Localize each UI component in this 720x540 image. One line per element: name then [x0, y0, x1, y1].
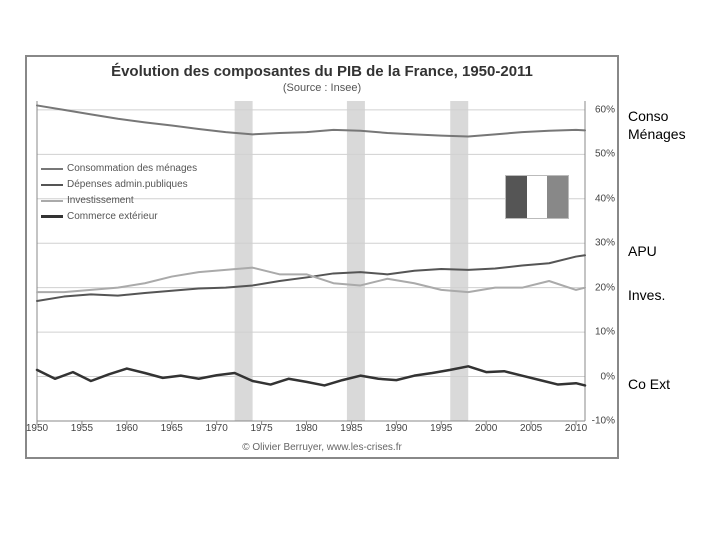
side-annotation: Conso: [628, 108, 668, 124]
legend-swatch: [41, 184, 63, 186]
y-tick-label: 50%: [595, 149, 615, 160]
legend-label: Dépenses admin.publiques: [67, 177, 188, 192]
legend: Consommation des ménagesDépenses admin.p…: [41, 161, 197, 225]
side-annotation: Ménages: [628, 126, 686, 142]
chart-title: Évolution des composantes du PIB de la F…: [27, 63, 617, 80]
legend-item: Investissement: [41, 193, 197, 208]
chart-frame: Évolution des composantes du PIB de la F…: [25, 55, 619, 459]
y-tick-label: 60%: [595, 104, 615, 115]
y-tick-label: 30%: [595, 238, 615, 249]
x-tick-label: 1995: [430, 423, 452, 434]
y-tick-label: 10%: [595, 327, 615, 338]
legend-swatch: [41, 168, 63, 170]
legend-label: Consommation des ménages: [67, 161, 197, 176]
x-tick-label: 1960: [116, 423, 138, 434]
flag-icon: [505, 175, 569, 219]
legend-label: Commerce extérieur: [67, 209, 158, 224]
x-tick-label: 2000: [475, 423, 497, 434]
legend-label: Investissement: [67, 193, 134, 208]
credit-text: © Olivier Berruyer, www.les-crises.fr: [27, 442, 617, 453]
chart-subtitle: (Source : Insee): [27, 82, 617, 94]
legend-item: Commerce extérieur: [41, 209, 197, 224]
x-tick-label: 1970: [206, 423, 228, 434]
side-annotation: APU: [628, 243, 657, 259]
x-tick-label: 1985: [340, 423, 362, 434]
plot-area: -10%0%10%20%30%40%50%60%1950195519601965…: [37, 101, 585, 421]
legend-swatch: [41, 200, 63, 202]
side-annotation: Co Ext: [628, 376, 670, 392]
x-tick-label: 1950: [26, 423, 48, 434]
y-tick-label: 0%: [601, 371, 615, 382]
x-tick-label: 1965: [161, 423, 183, 434]
y-tick-label: 20%: [595, 282, 615, 293]
legend-swatch: [41, 215, 63, 218]
x-tick-label: 1975: [250, 423, 272, 434]
y-tick-label: -10%: [592, 416, 615, 427]
x-tick-label: 1980: [295, 423, 317, 434]
x-tick-label: 2005: [520, 423, 542, 434]
x-tick-label: 1990: [385, 423, 407, 434]
legend-item: Dépenses admin.publiques: [41, 177, 197, 192]
x-tick-label: 1955: [71, 423, 93, 434]
x-tick-label: 2010: [565, 423, 587, 434]
side-annotation: Inves.: [628, 287, 665, 303]
y-tick-label: 40%: [595, 193, 615, 204]
legend-item: Consommation des ménages: [41, 161, 197, 176]
